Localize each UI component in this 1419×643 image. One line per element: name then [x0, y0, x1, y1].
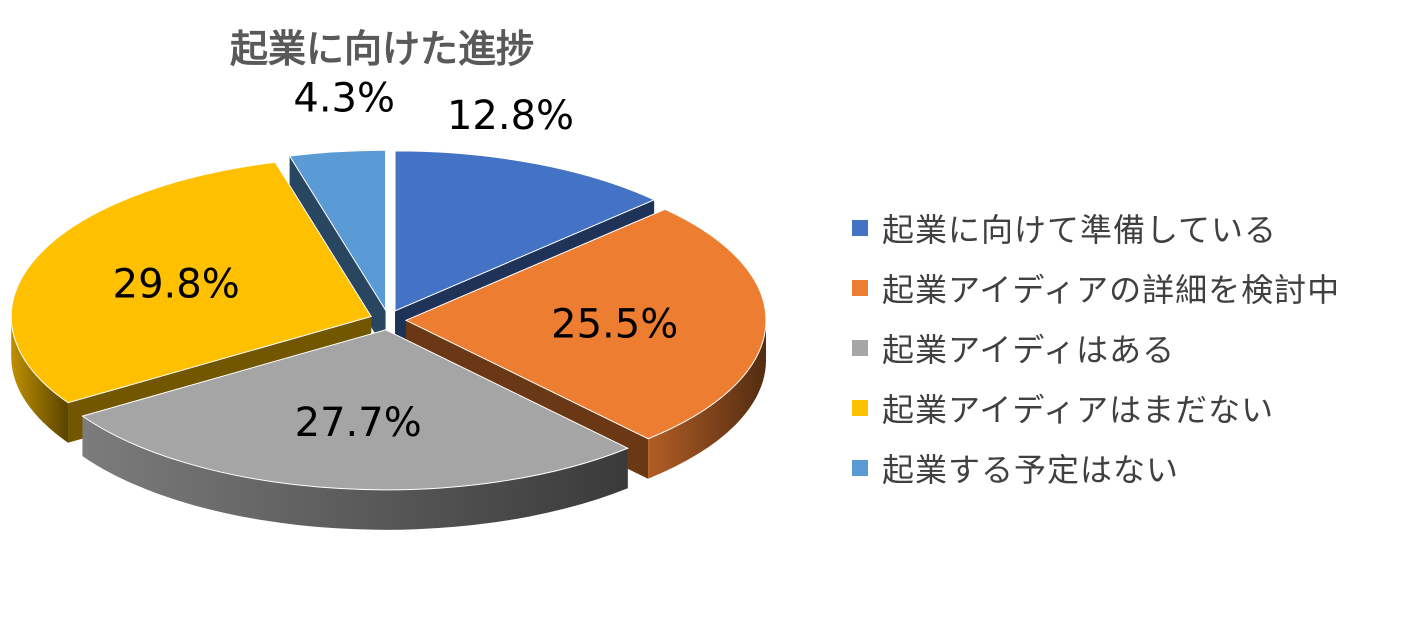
- data-label-ready: 12.8%: [447, 93, 574, 139]
- legend-item-no-idea: 起業アイディアはまだない: [852, 378, 1412, 438]
- legend-item-ready: 起業に向けて準備している: [852, 198, 1412, 258]
- pie-data-labels: 12.8% 25.5% 27.7% 29.8% 4.3%: [113, 76, 679, 446]
- data-label-idea: 27.7%: [295, 400, 422, 446]
- legend-item-idea: 起業アイディはある: [852, 318, 1412, 378]
- pie-slice-top: [10, 161, 372, 404]
- legend-label: 起業アイディはある: [882, 331, 1176, 369]
- pie-slice-idea: [81, 329, 629, 530]
- pie-slice-top: [81, 329, 629, 491]
- legend-label: 起業に向けて準備している: [882, 211, 1278, 249]
- legend-swatch: [852, 460, 868, 476]
- legend-item-no-plan: 起業する予定はない: [852, 438, 1412, 498]
- legend-label: 起業する予定はない: [882, 451, 1180, 489]
- pie-slices: [10, 149, 767, 530]
- pie-slice-top: [394, 150, 656, 312]
- data-label-no-idea: 29.8%: [113, 261, 240, 307]
- legend-swatch: [852, 340, 868, 356]
- pie-slice-side: [82, 416, 628, 530]
- legend-swatch: [852, 220, 868, 236]
- legend-label: 起業アイディアはまだない: [882, 391, 1275, 429]
- pie-slice-top: [404, 208, 767, 440]
- pie-slice-top: [288, 149, 387, 312]
- pie-slice-side: [648, 320, 766, 479]
- legend-swatch: [852, 400, 868, 416]
- data-label-no-plan: 4.3%: [293, 76, 395, 122]
- chart-legend: 起業に向けて準備している起業アイディアの詳細を検討中 起業アイディはある起業アイデ…: [852, 198, 1412, 498]
- legend-item-detail: 起業アイディアの詳細を検討中: [852, 258, 1412, 318]
- legend-swatch: [852, 280, 868, 296]
- data-label-detail: 25.5%: [551, 301, 678, 347]
- chart-title: 起業に向けた進捗: [230, 27, 534, 71]
- legend-label: 起業アイディアの詳細を検討中: [882, 271, 1341, 309]
- pie-slice-side: [11, 316, 69, 443]
